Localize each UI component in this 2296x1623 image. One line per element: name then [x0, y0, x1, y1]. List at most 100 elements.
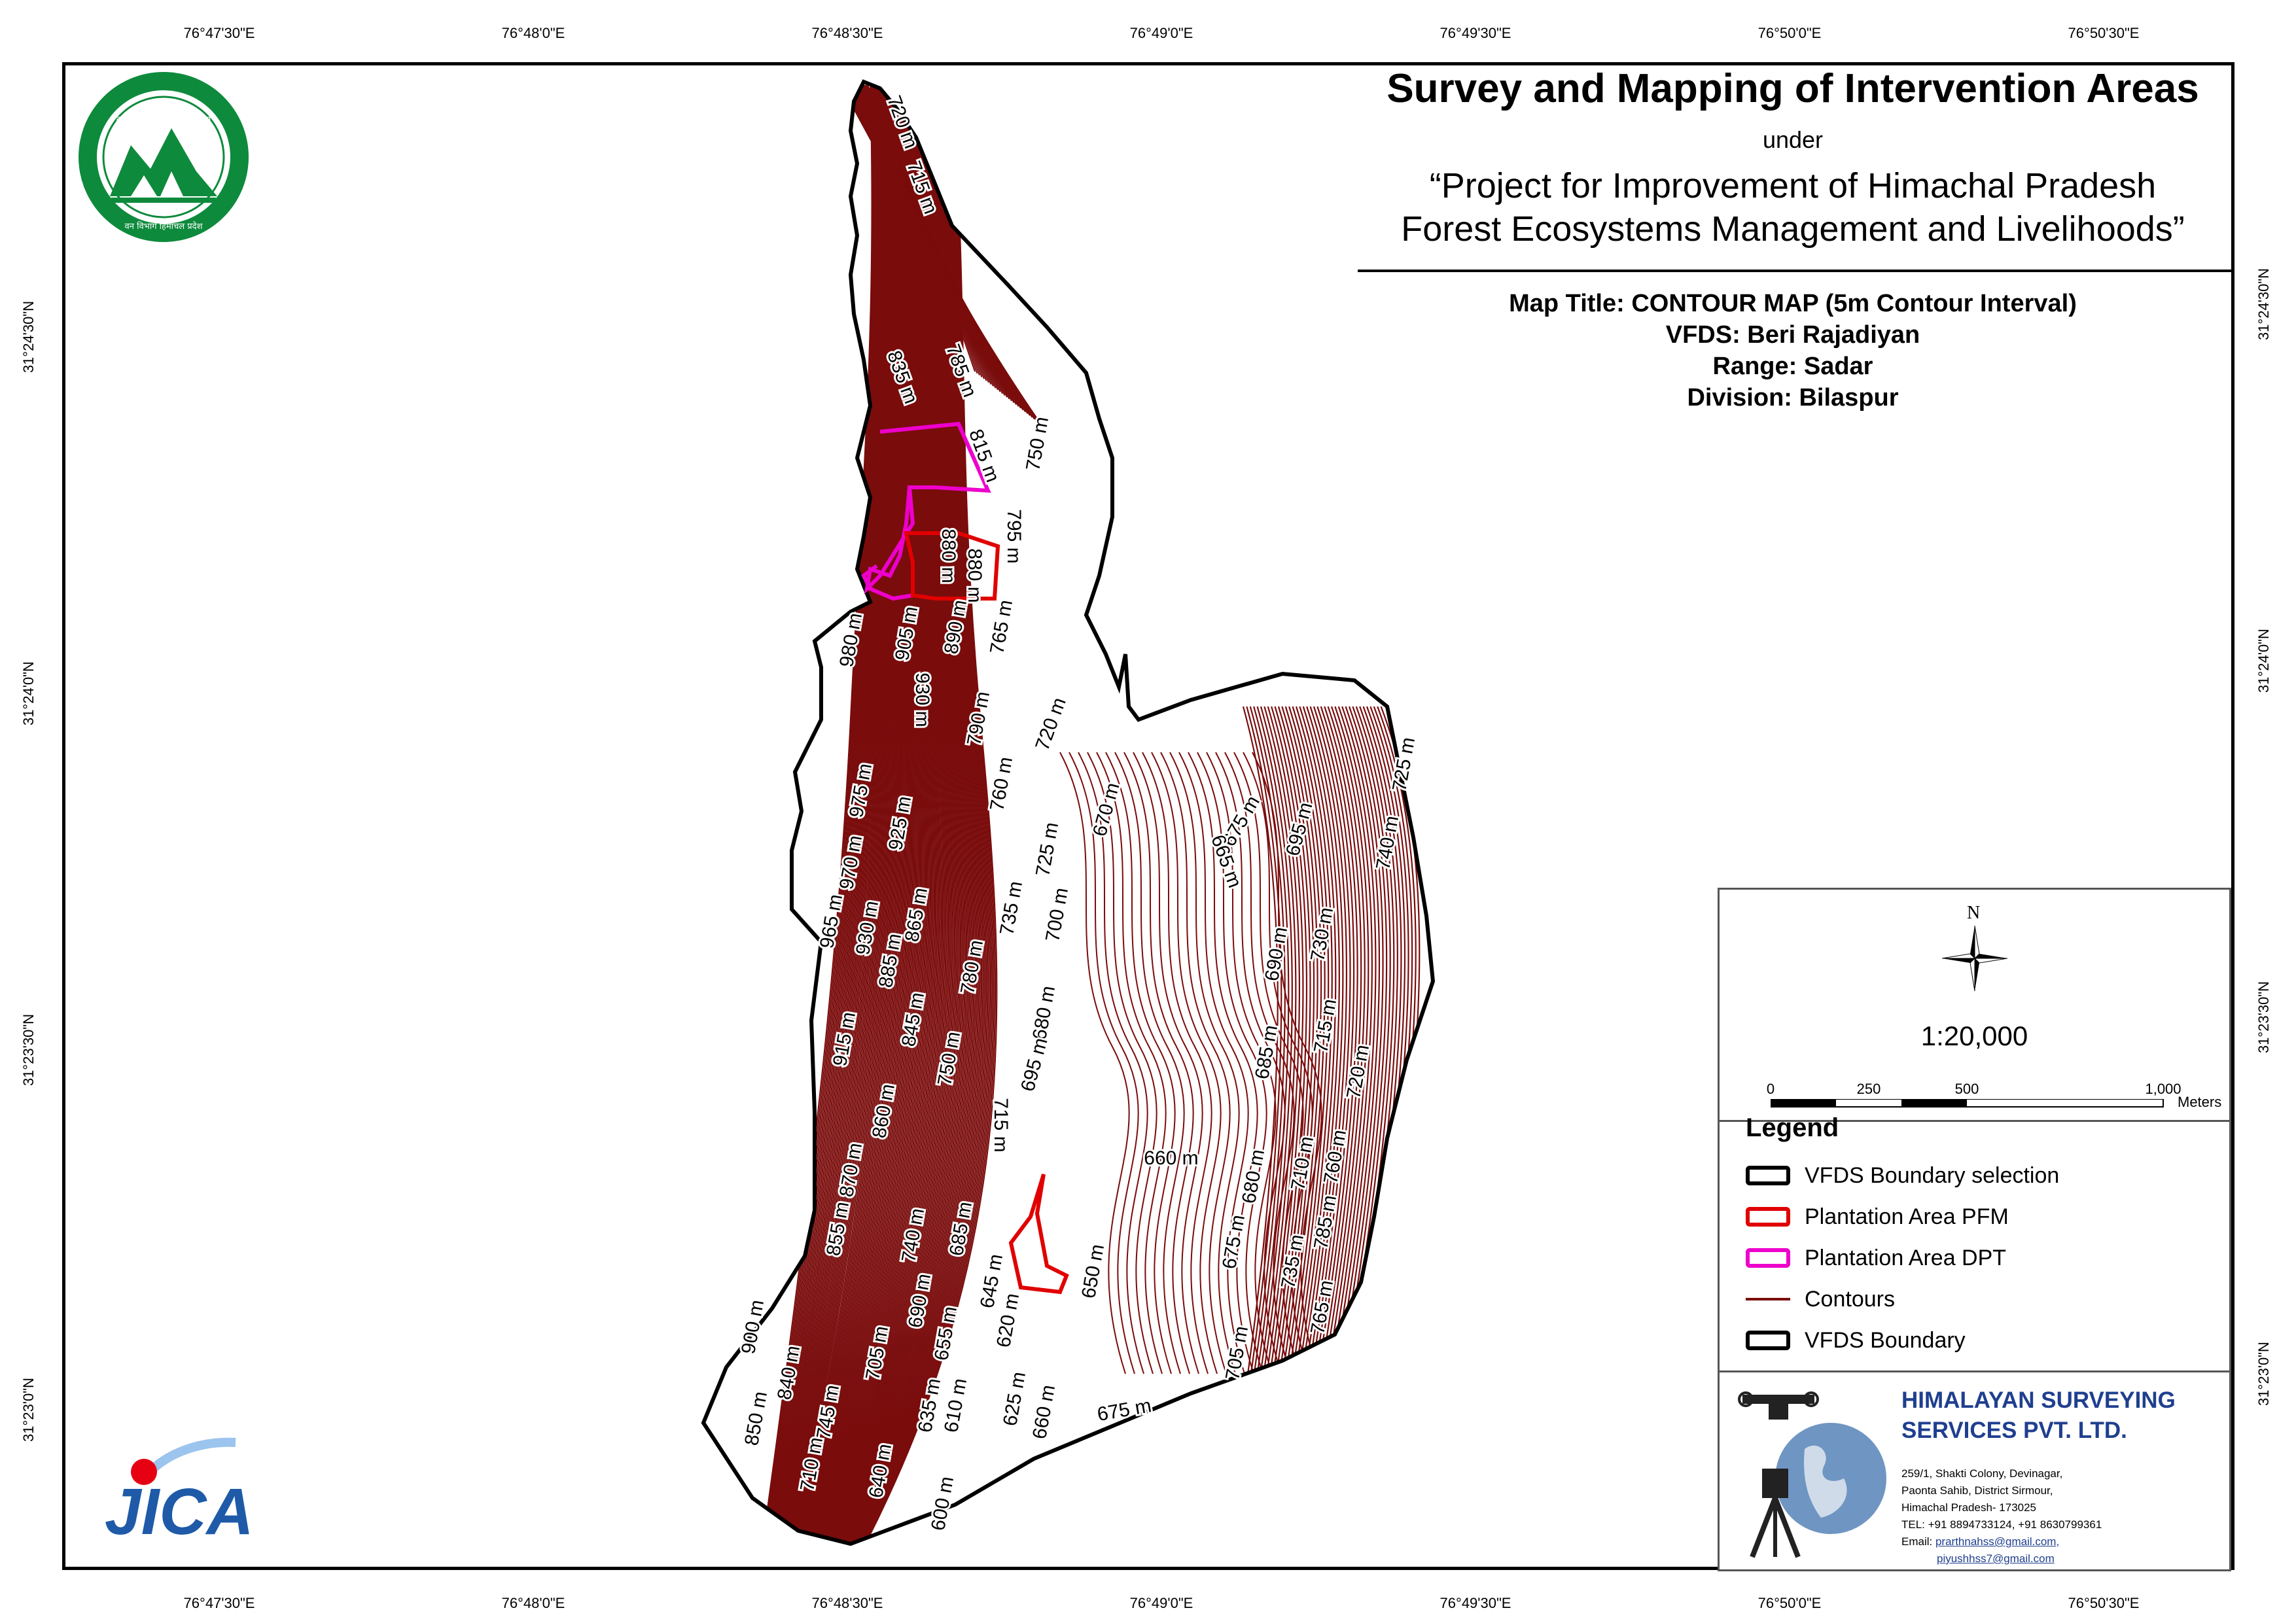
- contour-line: [1302, 706, 1348, 1407]
- contour-line: [817, 82, 938, 1544]
- contour-line: [1289, 706, 1333, 1407]
- contour-line: [764, 82, 879, 1544]
- contour-line: [1252, 752, 1322, 1374]
- contour-line: [794, 82, 908, 1544]
- contour-line: [811, 82, 928, 1544]
- contour-label: 660 m: [1144, 1147, 1198, 1169]
- contour-line: [811, 82, 930, 1544]
- contour-line: [822, 82, 948, 1544]
- contour-line: [786, 82, 900, 1544]
- contour-line: [820, 82, 944, 1544]
- contour-line: [768, 82, 882, 1544]
- contour-label: 880 m: [964, 548, 985, 602]
- contour-line: [814, 82, 934, 1544]
- contour-line: [779, 82, 892, 1544]
- contour-line: [762, 82, 877, 1544]
- contour-line: [790, 82, 904, 1544]
- contour-line: [1224, 752, 1295, 1374]
- company-name-line1: HIMALAYAN SURVEYING: [1901, 1387, 2176, 1413]
- contour-line: [758, 82, 873, 1544]
- contour-label: 750 m: [1022, 415, 1053, 472]
- contour-line: [768, 82, 883, 1544]
- legend-separator: [1720, 1370, 2229, 1372]
- contour-line: [807, 82, 921, 1544]
- plantation-area-dpt: [861, 564, 913, 601]
- company-email-row: Email: prarthnahss@gmail.com,: [1901, 1533, 2102, 1550]
- contour-label: 700 m: [1042, 886, 1072, 943]
- contour-line: [779, 82, 893, 1544]
- contour-label: 625 m: [999, 1370, 1030, 1427]
- contour-line: [837, 82, 974, 1544]
- bottom-lon-label: 76°50'0"E: [1757, 1595, 1822, 1611]
- bottom-lon-label: 76°49'30"E: [1439, 1595, 1511, 1611]
- contour-line: [765, 82, 879, 1544]
- contour-line: [828, 82, 957, 1544]
- contour-line: [797, 82, 910, 1544]
- contour-line: [796, 82, 910, 1544]
- contour-line: [773, 82, 887, 1544]
- contour-line: [1277, 706, 1318, 1407]
- contour-line: [836, 82, 972, 1544]
- company-email-link[interactable]: prarthnahss@gmail.com,: [1935, 1535, 2060, 1548]
- address-line: Paonta Sahib, District Sirmour,: [1901, 1484, 2053, 1497]
- contour-label: 930 m: [911, 672, 933, 727]
- contour-line: [821, 82, 945, 1544]
- map-main-title: Survey and Mapping of Intervention Areas: [1386, 66, 2199, 111]
- contour-line: [774, 82, 889, 1544]
- contour-line: [827, 82, 956, 1544]
- contour-line: [783, 82, 897, 1544]
- contour-line: [781, 82, 894, 1544]
- map-info: Map Title: CONTOUR MAP (5m Contour Inter…: [1354, 288, 2231, 413]
- contour-line: [826, 82, 954, 1544]
- contour-line: [1324, 706, 1373, 1407]
- top-lon-label: 76°49'30"E: [1439, 25, 1511, 41]
- contour-label: 815 m: [964, 427, 1004, 485]
- contour-line: [1178, 752, 1249, 1374]
- contour-line: [783, 82, 896, 1544]
- range-line: Range: Sadar: [1712, 353, 1873, 380]
- title-under: under: [1762, 126, 1824, 153]
- contour-line: [763, 82, 878, 1544]
- contour-line: [813, 82, 932, 1544]
- company-email-row: piyushhss7@gmail.com: [1901, 1550, 2102, 1567]
- contour-line: [838, 82, 975, 1544]
- contour-line: [803, 82, 916, 1544]
- top-lon-label: 76°49'0"E: [1129, 25, 1193, 41]
- plantation-area-pfm: [1008, 1174, 1069, 1295]
- top-lon-label: 76°48'0"E: [501, 25, 565, 41]
- bottom-lon-label: 76°47'30"E: [183, 1595, 255, 1611]
- contour-line: [824, 82, 950, 1544]
- contour-line: [1197, 752, 1267, 1374]
- contour-line: [1258, 706, 1297, 1407]
- contour-line: [760, 82, 875, 1544]
- contour-line: [1087, 752, 1157, 1374]
- contour-line: [813, 82, 931, 1544]
- contour-line: [809, 82, 926, 1544]
- contour-label: 650 m: [1078, 1242, 1108, 1300]
- legend-separator: [1720, 1120, 2229, 1122]
- legend-swatch-boundary: [1746, 1331, 1790, 1350]
- contour-line: [780, 82, 894, 1544]
- contour-line: [816, 82, 937, 1544]
- north-arrow-icon: [1942, 926, 2007, 991]
- contour-line: [802, 82, 915, 1544]
- contour-line: [822, 82, 947, 1544]
- contour-line: [1318, 706, 1366, 1407]
- contour-line: [802, 82, 915, 1544]
- contour-label: 680 m: [1029, 984, 1059, 1041]
- contour-line: [1206, 752, 1277, 1374]
- title-divider: [1358, 270, 2231, 272]
- contour-line: [794, 82, 907, 1544]
- legend-item: VFDS Boundary selection: [1746, 1162, 2059, 1189]
- contour-line: [839, 82, 978, 1544]
- contour-label: 730 m: [1307, 905, 1337, 963]
- map-title-line: Map Title: CONTOUR MAP (5m Contour Inter…: [1509, 290, 2077, 317]
- legend-label: VFDS Boundary: [1805, 1327, 1966, 1353]
- contour-line: [815, 82, 936, 1544]
- company-email-link[interactable]: piyushhss7@gmail.com: [1937, 1552, 2055, 1565]
- contour-line: [766, 82, 880, 1544]
- contour-line: [831, 82, 963, 1544]
- contour-line: [787, 82, 900, 1544]
- contour-line: [776, 82, 890, 1544]
- contour-line: [1299, 706, 1344, 1407]
